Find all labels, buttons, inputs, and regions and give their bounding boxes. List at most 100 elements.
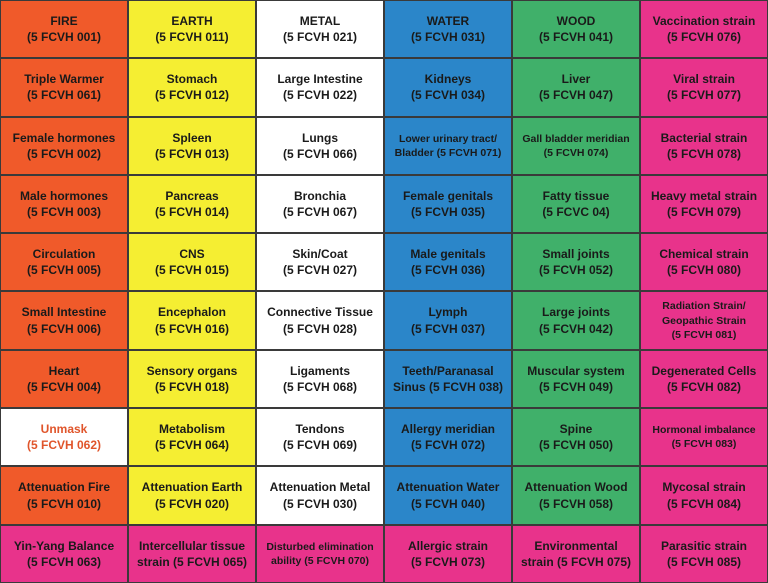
cell-code: (5 FCVH 027) bbox=[282, 263, 358, 278]
cell-code: Sinus (5 FCVH 038) bbox=[392, 379, 504, 394]
chart-cell: Small joints (5 FCVH 052) bbox=[512, 233, 640, 292]
cell-code: (5 FCVH 079) bbox=[666, 205, 742, 220]
cell-code: (5 FCVH 072) bbox=[410, 438, 486, 453]
cell-code: (5 FCVH 082) bbox=[666, 379, 742, 394]
cell-label: Skin/Coat bbox=[292, 247, 348, 262]
cell-label: Liver bbox=[561, 72, 591, 87]
cell-code: (5 FCVH 018) bbox=[154, 379, 230, 394]
cell-code: (5 FCVH 022) bbox=[282, 88, 358, 103]
cell-label: Yin-Yang Balance bbox=[13, 538, 115, 553]
chart-cell: Yin-Yang Balance (5 FCVH 063) bbox=[0, 524, 128, 583]
cell-label: Vaccination strain bbox=[652, 13, 756, 28]
chart-cell: Bronchia (5 FCVH 067) bbox=[256, 174, 384, 234]
cell-code: (5 FCVH 030) bbox=[282, 496, 358, 511]
cell-label: Teeth/Paranasal bbox=[402, 363, 494, 378]
cell-code: (5 FCVH 034) bbox=[410, 88, 486, 103]
chart-cell: WATER (5 FCVH 031) bbox=[384, 0, 512, 59]
cell-label: Pancreas bbox=[165, 188, 219, 203]
chart-cell: Liver (5 FCVH 047) bbox=[512, 58, 640, 117]
cell-code: (5 FCVH 081) bbox=[671, 328, 737, 341]
chart-cell: Muscular system (5 FCVH 049) bbox=[512, 349, 640, 409]
cell-code: (5 FCVH 050) bbox=[538, 438, 614, 453]
chart-cell: Chemical strain (5 FCVH 080) bbox=[640, 233, 768, 292]
chart-cell: Male hormones (5 FCVH 003) bbox=[0, 174, 128, 234]
cell-label: Mycosal strain bbox=[662, 480, 746, 495]
cell-label: FIRE bbox=[50, 13, 78, 28]
cell-label: Muscular system bbox=[527, 363, 625, 378]
cell-label: Parasitic strain bbox=[660, 538, 748, 553]
chart-cell: Unmask (5 FCVH 062) bbox=[0, 408, 128, 467]
cell-label: Attenuation Fire bbox=[18, 480, 110, 495]
cell-label: Triple Warmer bbox=[24, 72, 104, 87]
cell-label: Lymph bbox=[428, 305, 468, 320]
cell-label: Sensory organs bbox=[146, 363, 238, 378]
chart-cell: Kidneys (5 FCVH 034) bbox=[384, 58, 512, 117]
cell-label: Lower urinary tract/ bbox=[398, 132, 498, 145]
cell-code: (5 FCVH 028) bbox=[282, 321, 358, 336]
cell-code: (5 FCVH 076) bbox=[666, 30, 742, 45]
cell-code: (5 FCVC 04) bbox=[542, 205, 610, 220]
cell-label: Allergic strain bbox=[407, 538, 489, 553]
cell-label: Lungs bbox=[302, 130, 338, 145]
chart-cell: Attenuation Fire (5 FCVH 010) bbox=[0, 466, 128, 525]
cell-code: (5 FCVH 016) bbox=[154, 321, 230, 336]
chart-cell: Environmental strain (5 FCVH 075) bbox=[512, 524, 640, 583]
chart-cell: Male genitals (5 FCVH 036) bbox=[384, 233, 512, 292]
cell-label: Female genitals bbox=[402, 188, 494, 203]
cell-code: (5 FCVH 049) bbox=[538, 379, 614, 394]
cell-code: (5 FCVH 040) bbox=[410, 496, 486, 511]
chart-cell: Radiation Strain/Geopathic Strain (5 FCVH… bbox=[640, 291, 768, 350]
cell-label: Hormonal imbalance bbox=[652, 424, 756, 437]
chart-cell: Degenerated Cells (5 FCVH 082) bbox=[640, 349, 768, 409]
chart-cell: Attenuation Earth (5 FCVH 020) bbox=[128, 466, 256, 525]
chart-cell: EARTH (5 FCVH 011) bbox=[128, 0, 256, 59]
cell-label: Degenerated Cells bbox=[651, 363, 757, 378]
cell-label: Ligaments bbox=[289, 363, 350, 378]
chart-cell: Female hormones (5 FCVH 002) bbox=[0, 116, 128, 175]
cell-label: Circulation bbox=[32, 247, 96, 262]
chart-cell: Large Intestine (5 FCVH 022) bbox=[256, 58, 384, 117]
chart-cell: Connective Tissue (5 FCVH 028) bbox=[256, 291, 384, 350]
cell-code: (5 FCVH 021) bbox=[282, 30, 358, 45]
chart-cell: Parasitic strain (5 FCVH 085) bbox=[640, 524, 768, 583]
cell-label: WATER bbox=[426, 13, 470, 28]
chart-cell: Allergy meridian (5 FCVH 072) bbox=[384, 408, 512, 467]
chart-cell: Disturbed elimination ability (5 FCVH 070… bbox=[256, 524, 384, 583]
cell-code: (5 FCVH 002) bbox=[26, 146, 102, 161]
cell-label: Attenuation Wood bbox=[524, 480, 628, 495]
cell-label: Unmask bbox=[40, 422, 88, 437]
cell-label: Intercellular tissue bbox=[138, 538, 246, 553]
chart-cell: Teeth/Paranasal Sinus (5 FCVH 038) bbox=[384, 349, 512, 409]
chart-cell: Attenuation Wood (5 FCVH 058) bbox=[512, 466, 640, 525]
cell-code: strain (5 FCVH 075) bbox=[520, 554, 632, 569]
cell-code: (5 FCVH 084) bbox=[666, 496, 742, 511]
chart-cell: Attenuation Metal (5 FCVH 030) bbox=[256, 466, 384, 525]
cell-label: Bronchia bbox=[293, 188, 346, 203]
cell-code: (5 FCVH 062) bbox=[26, 438, 102, 453]
cell-label: Attenuation Metal bbox=[269, 480, 371, 495]
cell-label: Fatty tissue bbox=[542, 188, 610, 203]
cell-code: (5 FCVH 063) bbox=[26, 554, 102, 569]
chart-cell: Hormonal imbalance (5 FCVH 083) bbox=[640, 408, 768, 467]
chart-cell: Allergic strain (5 FCVH 073) bbox=[384, 524, 512, 583]
cell-label: Kidneys bbox=[424, 72, 472, 87]
chart-cell: Circulation (5 FCVH 005) bbox=[0, 233, 128, 292]
cell-label: Tendons bbox=[295, 422, 345, 437]
chart-cell: WOOD (5 FCVH 041) bbox=[512, 0, 640, 59]
cell-code: (5 FCVH 069) bbox=[282, 438, 358, 453]
cell-label: METAL bbox=[299, 13, 341, 28]
cell-label: Small joints bbox=[542, 247, 610, 262]
chart-cell: Encephalon (5 FCVH 016) bbox=[128, 291, 256, 350]
chart-cell: Lymph (5 FCVH 037) bbox=[384, 291, 512, 350]
chart-cell: Large joints (5 FCVH 042) bbox=[512, 291, 640, 350]
cell-code: (5 FCVH 042) bbox=[538, 321, 614, 336]
chart-cell: Gall bladder meridian (5 FCVH 074) bbox=[512, 116, 640, 175]
cell-label: Chemical strain bbox=[659, 247, 749, 262]
cell-label: Attenuation Water bbox=[396, 480, 500, 495]
chart-cell: Viral strain (5 FCVH 077) bbox=[640, 58, 768, 117]
cell-label: WOOD bbox=[556, 13, 596, 28]
cell-code: strain (5 FCVH 065) bbox=[136, 554, 248, 569]
cell-code: (5 FCVH 037) bbox=[410, 321, 486, 336]
cell-code: (5 FCVH 058) bbox=[538, 496, 614, 511]
